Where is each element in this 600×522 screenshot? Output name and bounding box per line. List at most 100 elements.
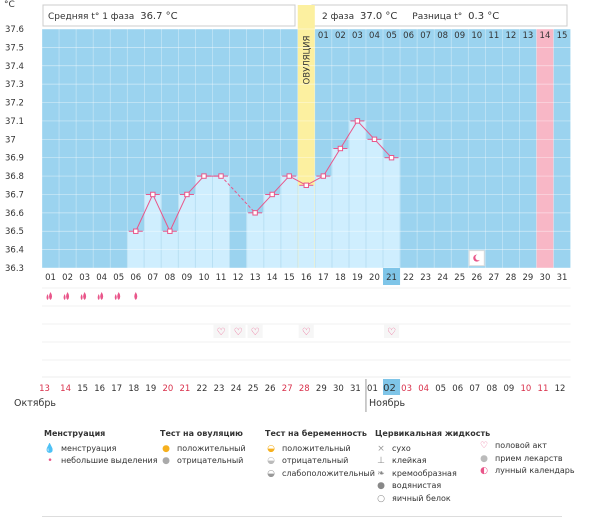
heart-cell [298,324,314,338]
temperature-point [303,182,309,188]
creamy-icon: ❧ [377,468,385,479]
drop-icon [100,292,104,300]
heart-icon: ♡ [387,327,396,338]
cycle-day-label: 07 [147,273,158,283]
legend-item: положительный [177,443,246,453]
top-day-label: 12 [505,31,516,41]
top-day-label: 06 [403,31,414,41]
cycle-day-label: 02 [62,273,73,283]
top-day-label: 14 [540,31,551,41]
cycle-day-label: 21 [386,273,397,283]
date-label: 08 [486,384,497,394]
top-day-label: 10 [471,31,482,41]
egg-white-icon: ○ [377,493,385,504]
heart-cell [384,324,400,338]
cycle-day-label: 24 [437,273,448,283]
today-date-highlight [383,379,401,395]
top-day-label: 09 [454,31,465,41]
bottom-divider [42,516,562,517]
top-day-label: 08 [437,31,448,41]
cycle-day-label: 15 [284,273,295,283]
cycle-day-label: 25 [454,273,465,283]
top-day-label: 04 [369,31,380,41]
heart-icon: ♡ [302,327,311,338]
temperature-line-segment [374,138,392,159]
test-weak-icon: ◒ [267,468,275,479]
heart-icon: ♡ [234,327,243,338]
legend-item: сухо [392,443,411,453]
date-label: 12 [555,384,566,394]
cycle-day-label: 05 [113,273,124,283]
top-day-label: 01 [318,31,329,41]
temperature-line-segment [169,194,188,232]
temperature-point [218,173,224,179]
heart-cell [230,324,246,338]
drop-icon [83,292,87,300]
temperature-bar [195,176,212,268]
legend-title: Тест на овуляцию [160,429,243,438]
temperature-point [388,154,395,161]
temperature-line-segment [135,194,154,232]
cycle-day-label: 28 [505,273,516,283]
drop-icon: • [47,456,53,467]
phase2-summary: 2 фаза 37.0 °C Разница t° 0.3 °C [322,11,499,22]
drop-icon [66,292,70,300]
cycle-day-label: 03 [79,273,90,283]
cycle-day-label: 16 [301,273,312,283]
y-tick-label: 37.5 [5,43,24,53]
date-label: 28 [299,384,310,394]
highlight-column [536,29,554,268]
y-tick-label: 37.6 [5,25,24,35]
temperature-point [252,210,258,216]
month-label-right: Ноябрь [369,398,406,409]
cycle-day-label: 01 [45,273,56,283]
temperature-point [371,136,378,143]
top-day-label: 02 [335,31,346,41]
top-day-label: 05 [386,31,397,41]
date-label: 09 [503,384,514,394]
cycle-day-label: 27 [488,273,499,283]
date-label: 27 [282,384,293,394]
legend-title: Менструация [44,429,106,438]
ovulation-label: ОВУЛЯЦИЯ [302,35,312,84]
temperature-line-segment [288,175,307,186]
date-label: 17 [111,384,122,394]
test-negative-icon: ◒ [267,456,275,467]
date-label: 31 [350,384,361,394]
sun-positive-icon: ● [162,443,170,454]
date-label: 20 [162,384,173,394]
y-tick-label: 37 [5,135,16,145]
date-label: 25 [248,384,259,394]
temperature-line-segment [357,120,375,140]
y-tick-label: 37.2 [5,99,24,109]
legend-item: отрицательный [177,456,244,465]
top-day-label: 13 [523,31,534,41]
date-label: 30 [333,384,344,394]
temperature-line-segment [220,175,256,214]
top-day-label: 11 [488,31,499,41]
drop-icon [49,292,53,300]
cycle-day-label: 06 [130,273,141,283]
drop-icon [114,294,117,300]
legend-pregnancy-test: Тест на беременность ◒ положительный ◒ отр… [265,428,375,480]
y-tick-label: 36.3 [5,264,24,274]
unit-label: °C [4,0,15,10]
legend-item: небольшие выделения [61,456,158,465]
date-label: 03 [401,384,412,394]
date-label: 26 [265,384,276,394]
cycle-day-label: 09 [182,273,193,283]
date-label: 06 [452,384,463,394]
temperature-bar [213,176,230,268]
y-tick-label: 37.1 [5,117,24,127]
legend-item: лунный календарь [495,466,575,475]
heart-icon: ♡ [251,327,260,338]
top-day-label: 07 [420,31,431,41]
test-positive-icon: ◒ [267,443,275,454]
cycle-day-label: 23 [420,273,431,283]
top-day-label: 15 [557,31,568,41]
moon-icon: ◐ [480,466,488,477]
temperature-point [184,191,190,198]
moon-icon-cutout [475,254,482,261]
legend-item: отрицательный [282,456,349,465]
temperature-bar [332,148,349,268]
